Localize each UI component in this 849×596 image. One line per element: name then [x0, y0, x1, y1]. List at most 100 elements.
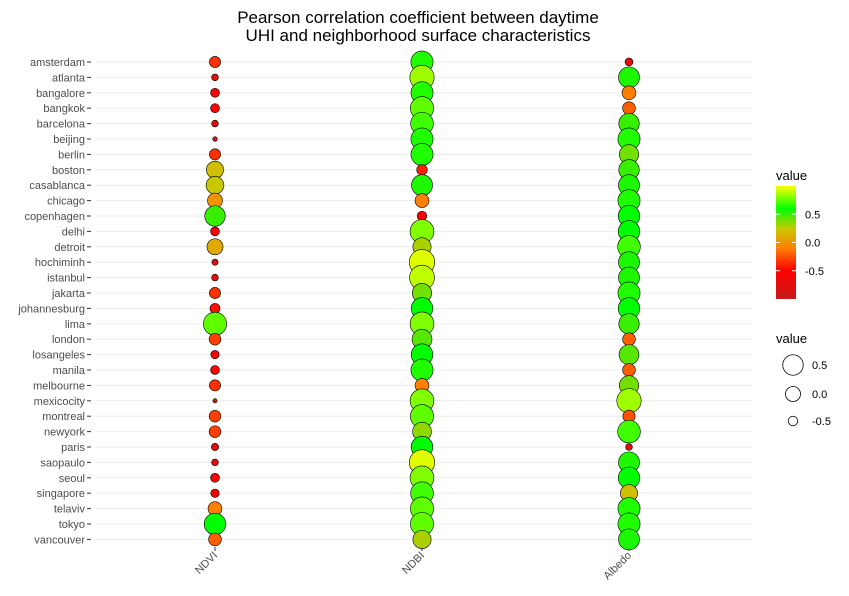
bubble-ndvi-amsterdam: [209, 56, 221, 68]
bubble-albedo-manila: [622, 363, 636, 377]
y-label-boston: boston: [52, 165, 85, 177]
bubble-ndvi-singapore: [210, 488, 220, 498]
size-legend-circle-1: [785, 386, 801, 402]
size-legend-circle-2: [787, 415, 799, 427]
bubble-ndvi-montreal: [208, 410, 222, 423]
color-legend-label-1: 0.0: [805, 238, 820, 250]
bubble-ndvi-seoul: [210, 473, 220, 483]
color-legend-bar: [776, 186, 796, 299]
y-label-bangkok: bangkok: [43, 103, 85, 115]
color-legend-label-2: -0.5: [805, 266, 824, 278]
bubble-ndbi-berlin: [410, 143, 434, 166]
color-legend: value 0.5 0.0 -0.5: [776, 168, 824, 299]
size-legend-label-0: 0.5: [812, 360, 827, 372]
y-label-newyork: newyork: [44, 427, 85, 439]
bubble-ndvi-delhi: [210, 226, 220, 237]
x-label-ndvi: NDVI: [193, 550, 220, 577]
bubble-ndvi-hochiminh: [211, 258, 219, 266]
bubble-ndvi-london: [208, 333, 222, 346]
bubble-albedo-losangeles: [618, 344, 640, 365]
y-label-montreal: montreal: [42, 411, 85, 423]
y-label-copenhagen: copenhagen: [24, 211, 85, 223]
size-legend-title: value: [776, 331, 807, 346]
y-label-atlanta: atlanta: [52, 72, 86, 84]
x-label-albedo: Albedo: [601, 550, 634, 583]
bubble-ndvi-detroit: [206, 238, 224, 256]
y-label-manila: manila: [53, 365, 86, 377]
bubble-ndvi-copenhagen: [204, 205, 226, 227]
bubble-albedo-vancouver: [618, 528, 640, 551]
bubble-ndbi-manila: [410, 358, 434, 382]
bubble-ndvi-newyork: [208, 425, 222, 438]
x-axis-labels: NDVI NDBI Albedo: [193, 547, 634, 582]
bubble-albedo-bangkok: [622, 101, 636, 115]
bubble-ndvi-beijing: [212, 136, 218, 142]
size-legend-circle-0: [782, 354, 804, 376]
y-label-berlin: berlin: [58, 149, 85, 161]
bubble-ndbi-vancouver: [412, 529, 432, 549]
y-axis-city-labels: amsterdam atlanta bangalore bangkok barcelon…: [17, 57, 91, 546]
bubble-ndbi-casablanca: [411, 174, 433, 197]
y-label-detroit: detroit: [54, 242, 85, 254]
bubble-albedo-lima: [618, 313, 640, 335]
color-legend-title: value: [776, 168, 807, 183]
y-label-delhi: delhi: [62, 226, 85, 238]
y-label-lima: lima: [65, 319, 86, 331]
bubble-albedo-mexicocity: [616, 388, 642, 414]
bubble-ndvi-mexicocity: [212, 398, 218, 404]
chart-title-line-2: UHI and neighborhood surface characteris…: [246, 26, 591, 45]
y-label-hochiminh: hochiminh: [35, 257, 85, 269]
y-label-bangalore: bangalore: [36, 88, 85, 100]
y-label-singapore: singapore: [37, 488, 85, 500]
size-legend: value 0.5 0.0 -0.5: [776, 331, 831, 428]
bubble-ndvi-vancouver: [208, 532, 222, 547]
y-label-johannesburg: johannesburg: [17, 303, 85, 315]
bubble-ndvi-jakarta: [209, 287, 221, 299]
y-label-istanbul: istanbul: [47, 273, 85, 285]
y-label-melbourne: melbourne: [33, 380, 85, 392]
y-label-seoul: seoul: [59, 473, 85, 485]
bubble-albedo-atlanta: [618, 66, 640, 89]
bubble-ndvi-atlanta: [211, 73, 219, 82]
bubble-ndbi-chicago: [414, 193, 430, 208]
y-label-tokyo: tokyo: [59, 519, 85, 531]
bubble-ndvi-saopaulo: [211, 458, 219, 467]
bubble-ndvi-boston: [206, 160, 224, 179]
bubble-albedo-paris: [625, 443, 633, 451]
color-legend-label-0: 0.5: [805, 209, 820, 221]
bubble-ndvi-barcelona: [211, 119, 219, 128]
y-label-vancouver: vancouver: [34, 534, 85, 546]
y-label-beijing: beijing: [53, 134, 85, 146]
y-label-casablanca: casablanca: [29, 180, 86, 192]
bubble-albedo-newyork: [617, 419, 641, 444]
bubble-ndvi-bangalore: [210, 88, 220, 98]
bubble-ndvi-manila: [210, 365, 220, 375]
bubble-ndvi-casablanca: [205, 176, 225, 195]
bubbles: [203, 50, 642, 551]
y-label-telaviv: telaviv: [54, 504, 86, 516]
bubble-ndvi-losangeles: [210, 350, 220, 360]
bubble-ndvi-bangkok: [210, 103, 220, 113]
bubble-ndbi-boston: [416, 164, 428, 176]
size-legend-label-2: -0.5: [812, 416, 831, 428]
bubble-ndvi-paris: [211, 443, 219, 451]
bubble-ndvi-istanbul: [211, 273, 219, 282]
bubble-ndvi-lima: [203, 311, 227, 336]
chart-title-line-1: Pearson correlation coefficient between …: [237, 8, 599, 27]
x-label-ndbi: NDBI: [400, 550, 427, 577]
bubble-ndvi-berlin: [209, 148, 221, 161]
bubble-ndvi-tokyo: [203, 512, 227, 536]
bubble-ndvi-melbourne: [209, 379, 221, 392]
y-label-mexicocity: mexicocity: [34, 396, 86, 408]
bubble-albedo-bangalore: [621, 85, 637, 101]
bubble-albedo-amsterdam: [624, 57, 634, 67]
y-label-london: london: [52, 334, 85, 346]
y-label-chicago: chicago: [47, 196, 85, 208]
y-label-amsterdam: amsterdam: [30, 57, 85, 69]
y-label-paris: paris: [61, 442, 85, 454]
y-label-barcelona: barcelona: [37, 119, 86, 131]
y-label-losangeles: losangeles: [32, 350, 85, 362]
y-label-saopaulo: saopaulo: [40, 457, 85, 469]
bubble-albedo-london: [622, 332, 636, 346]
